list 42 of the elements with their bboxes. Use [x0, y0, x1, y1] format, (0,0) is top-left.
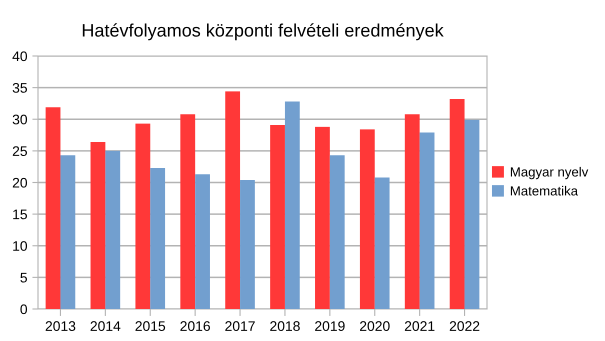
bar	[195, 174, 210, 309]
bar	[420, 132, 434, 309]
bar	[315, 126, 330, 309]
bar	[135, 124, 150, 309]
bar	[270, 124, 285, 309]
y-tick-label: 15	[13, 210, 28, 220]
x-tick-label: 2020	[360, 321, 390, 332]
bar	[374, 177, 390, 309]
bar	[150, 168, 166, 309]
y-tick-label: 35	[12, 82, 28, 93]
y-tick-label: 40	[12, 51, 28, 62]
legend-label: Magyar nyelv	[510, 166, 588, 180]
bar	[450, 99, 465, 309]
legend-label: Matematika	[510, 186, 578, 196]
x-tick-label: 2017	[225, 321, 255, 332]
y-tick-label: 20	[12, 178, 28, 188]
x-tick-label: 2014	[90, 321, 120, 332]
bar	[180, 114, 196, 309]
y-tick-label: 10	[13, 241, 28, 251]
bar	[60, 155, 76, 309]
x-tick-label: 2013	[46, 321, 76, 332]
bar	[225, 91, 240, 309]
x-tick-label: 2019	[315, 321, 345, 332]
y-tick-label: 30	[12, 114, 28, 124]
bar	[404, 114, 420, 309]
bar	[105, 150, 120, 309]
y-tick-label: 5	[20, 272, 27, 283]
x-tick-label: 2016	[180, 321, 210, 332]
x-tick-label: 2022	[450, 321, 480, 332]
chart-title: Hatévfolyamos központi felvételi eredmények	[82, 23, 444, 40]
bar	[360, 129, 375, 309]
bar	[464, 120, 480, 309]
bar	[90, 142, 106, 309]
bar	[46, 107, 60, 309]
bar	[284, 102, 300, 309]
x-tick-label: 2018	[270, 321, 300, 332]
bar	[330, 155, 345, 309]
y-tick-label: 0	[20, 304, 28, 314]
y-tick-label: 25	[12, 146, 28, 156]
bar	[240, 180, 255, 309]
x-tick-label: 2021	[404, 321, 434, 332]
x-tick-label: 2015	[136, 321, 166, 332]
